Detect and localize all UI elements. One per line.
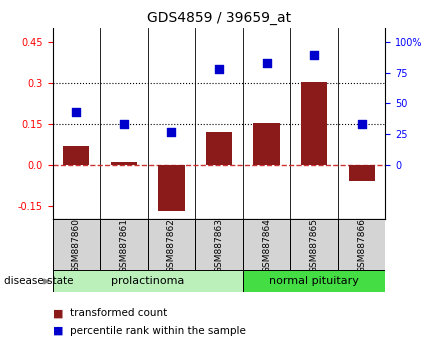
Point [215,66,223,72]
Title: GDS4859 / 39659_at: GDS4859 / 39659_at [147,11,291,24]
Bar [243,219,290,271]
Bar [159,165,184,211]
Bar [100,219,148,271]
Point [168,129,175,135]
Bar [301,81,327,165]
Text: GSM887865: GSM887865 [310,218,318,273]
Point [358,121,365,127]
Bar [243,270,385,292]
Bar [254,122,279,165]
Bar [63,146,89,165]
Bar [111,162,137,165]
Text: transformed count: transformed count [70,308,167,318]
Text: normal pituitary: normal pituitary [269,276,359,286]
Text: ■: ■ [53,308,63,318]
Bar [53,270,243,292]
Bar [148,219,195,271]
Text: GSM887861: GSM887861 [120,218,128,273]
Text: percentile rank within the sample: percentile rank within the sample [70,326,246,336]
Text: GSM887866: GSM887866 [357,218,366,273]
Point [263,60,270,66]
Bar [349,165,375,181]
Point [311,53,318,58]
Bar [195,219,243,271]
Text: prolactinoma: prolactinoma [111,276,184,286]
Text: GSM887860: GSM887860 [72,218,81,273]
Point [120,121,127,127]
Bar [338,219,385,271]
Point [73,109,80,115]
Text: GSM887864: GSM887864 [262,218,271,273]
Bar [290,219,338,271]
Text: GSM887862: GSM887862 [167,218,176,273]
Bar [53,219,100,271]
Text: GSM887863: GSM887863 [215,218,223,273]
Text: disease state: disease state [4,276,74,286]
Text: ■: ■ [53,326,63,336]
Bar [206,132,232,165]
